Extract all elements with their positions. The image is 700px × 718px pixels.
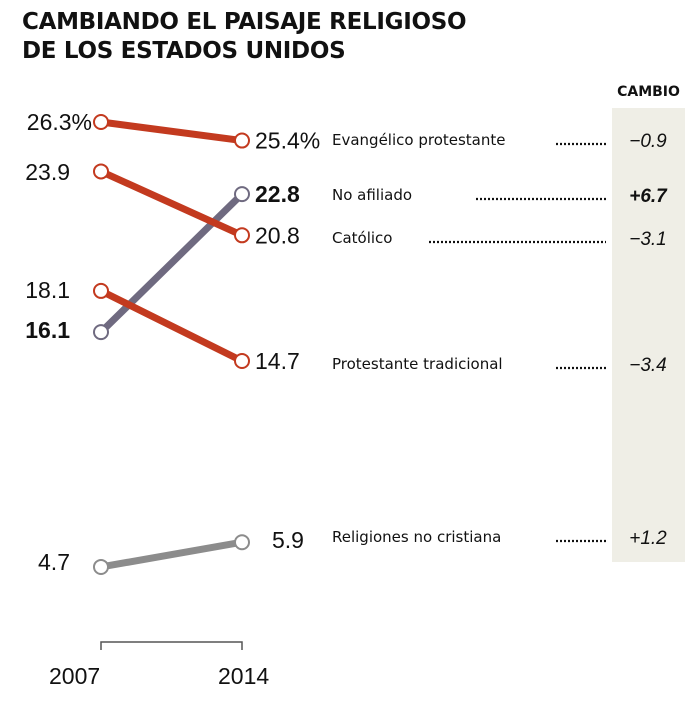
point-2014-evangelico-protestante [234, 132, 250, 149]
value-label-2007-protestante-tradicional: 18.1 [25, 277, 70, 303]
point-2014-no-afiliado [234, 186, 250, 203]
value-label-2014-catolico: 20.8 [255, 222, 300, 248]
category-label-catolico: Católico [332, 229, 392, 247]
point-2007-evangelico-protestante [93, 114, 109, 130]
series-line-no-afiliado [97, 190, 246, 336]
point-2007-protestante-tradicional [93, 282, 109, 299]
x-axis-bracket [100, 641, 243, 650]
change-column-background [612, 108, 685, 562]
chart-title-line-2: DE LOS ESTADOS UNIDOS [22, 38, 346, 64]
value-label-2007-religiones-no-cristiana: 4.7 [38, 549, 70, 575]
change-value-protestante-tradicional: −3.4 [629, 355, 667, 376]
x-tick-label-2014: 2014 [218, 663, 269, 689]
series-line-protestante-tradicional [97, 287, 246, 365]
series-line-religiones-no-cristiana [97, 538, 246, 571]
category-label-no-afiliado: No afiliado [332, 186, 412, 204]
change-column-header: CAMBIO [617, 84, 680, 100]
value-label-2007-evangelico-protestante: 26.3% [27, 109, 92, 135]
point-2014-religiones-no-cristiana [234, 534, 250, 551]
point-2014-protestante-tradicional [234, 352, 250, 369]
value-label-2014-evangelico-protestante: 25.4% [255, 128, 320, 154]
series-line-evangelico-protestante [97, 118, 246, 145]
category-label-evangelico-protestante: Evangélico protestante [332, 131, 505, 149]
chart-title-line-1: CAMBIANDO EL PAISAJE RELIGIOSO [22, 9, 467, 35]
series-line-catolico [97, 167, 246, 239]
x-tick-label-2007: 2007 [49, 663, 100, 689]
value-label-2014-no-afiliado: 22.8 [255, 181, 300, 207]
change-value-evangelico-protestante: −0.9 [629, 131, 667, 152]
change-value-religiones-no-cristiana: +1.2 [629, 528, 667, 549]
point-2007-no-afiliado [93, 324, 109, 341]
value-label-2007-catolico: 23.9 [25, 159, 70, 185]
point-2014-catolico [234, 227, 250, 244]
point-2007-catolico [93, 163, 109, 180]
value-label-2014-religiones-no-cristiana: 5.9 [272, 527, 304, 553]
chart-title: CAMBIANDO EL PAISAJE RELIGIOSO DE LOS ES… [22, 8, 467, 66]
change-value-catolico: −3.1 [629, 229, 667, 250]
change-value-no-afiliado: +6.7 [629, 186, 668, 207]
value-label-2014-protestante-tradicional: 14.7 [255, 348, 300, 374]
point-2007-religiones-no-cristiana [93, 558, 109, 575]
category-label-protestante-tradicional: Protestante tradicional [332, 355, 503, 373]
value-label-2007-no-afiliado: 16.1 [25, 317, 70, 343]
category-label-religiones-no-cristiana: Religiones no cristiana [332, 528, 501, 546]
